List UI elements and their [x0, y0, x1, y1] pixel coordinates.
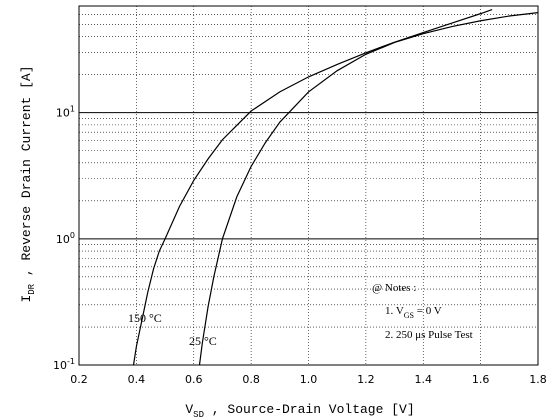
- y-tick-label: 101: [56, 105, 75, 120]
- note-item-2: 2. 250 μs Pulse Test: [385, 329, 473, 341]
- notes-box: @ Notes : 1. VGS = 0 V 2. 250 μs Pulse T…: [372, 282, 473, 341]
- series-label-150c: 150 °C: [128, 311, 162, 325]
- y-axis-ticks: 10-1 100 101: [53, 105, 75, 372]
- note-item-1: 1. VGS = 0 V: [385, 305, 442, 320]
- y-tick-label: 100: [56, 231, 75, 246]
- x-label-symbol: V: [185, 402, 193, 417]
- note-item-1-symbol: V: [396, 305, 404, 317]
- y-label-symbol: I: [19, 295, 34, 303]
- x-tick-label: 0.4: [128, 373, 146, 386]
- y-label-subscript: DR: [27, 283, 37, 294]
- x-axis-ticks: 0.2 0.4 0.6 0.8 1.0 1.2 1.4 1.6 1.8: [70, 373, 547, 386]
- series-label-150c-unit: °C: [149, 311, 162, 325]
- plot-frame: [78, 5, 539, 366]
- x-tick-label: 0.8: [242, 373, 260, 386]
- major-grid: [79, 112, 538, 240]
- series-label-25c: 25 °C: [189, 334, 217, 348]
- x-tick-label: 0.6: [185, 373, 203, 386]
- y-axis-label: IDR , Reverse Drain Current [A]: [19, 65, 37, 302]
- series-line-25c: [198, 12, 538, 365]
- note-item-1-prefix: 1.: [385, 305, 396, 317]
- series-label-25c-unit: °C: [204, 334, 217, 348]
- x-tick-label: 1.8: [529, 373, 547, 386]
- series-label-150c-value: 150: [128, 311, 146, 325]
- note-item-2-text: 250 μs Pulse Test: [396, 329, 473, 341]
- x-label-subscript: SD: [193, 410, 204, 420]
- y-tick-label: 10-1: [53, 357, 75, 372]
- x-tick-label: 1.0: [300, 373, 318, 386]
- note-item-1-text: = 0 V: [414, 305, 442, 317]
- x-axis-label: VSD , Source-Drain Voltage [V]: [185, 402, 414, 420]
- x-tick-label: 1.6: [472, 373, 490, 386]
- series-line-150c: [132, 8, 493, 365]
- x-tick-label: 1.4: [415, 373, 433, 386]
- note-item-2-prefix: 2.: [385, 329, 396, 341]
- x-tick-label: 1.2: [357, 373, 375, 386]
- x-tick-label: 0.2: [70, 373, 88, 386]
- x-label-text: , Source-Drain Voltage [V]: [204, 402, 415, 417]
- series-layer: [132, 8, 538, 365]
- series-label-25c-value: 25: [189, 334, 201, 348]
- notes-title: @ Notes :: [372, 282, 416, 294]
- note-item-1-subscript: GS: [404, 311, 414, 320]
- y-label-text: , Reverse Drain Current [A]: [19, 65, 34, 283]
